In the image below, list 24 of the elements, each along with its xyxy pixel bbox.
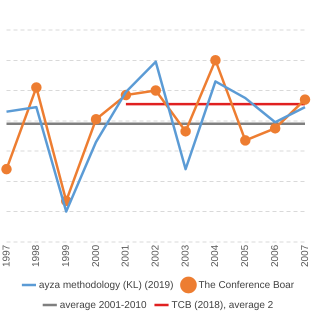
legend-label: average 2001-2010 [60, 300, 147, 311]
x-tick-label: 2000 [90, 244, 102, 268]
x-tick-label: 2001 [120, 244, 132, 268]
point [31, 82, 42, 93]
x-tick-label: 2004 [210, 244, 222, 268]
x-tick-label: 2005 [240, 244, 252, 268]
legend-label: TCB (2018), average 2 [172, 300, 274, 311]
point [210, 55, 221, 66]
legend-label: ayza methodology (KL) (2019) [38, 280, 174, 291]
point [90, 114, 102, 124]
point [1, 164, 12, 174]
point [180, 126, 191, 137]
point [240, 135, 251, 146]
x-tick-label: 1999 [60, 244, 72, 268]
x-tick-label: 2006 [270, 244, 281, 268]
point [270, 123, 280, 134]
legend-label: The Conference Boar [198, 280, 295, 291]
x-tick-label: 2002 [150, 244, 162, 268]
point [300, 94, 310, 105]
x-tick-label: 2003 [180, 244, 192, 268]
x-tick-label: 2007 [300, 244, 311, 268]
x-tick-label: 1998 [31, 244, 42, 268]
point [150, 85, 161, 96]
x-tick-label: 1997 [1, 244, 12, 268]
